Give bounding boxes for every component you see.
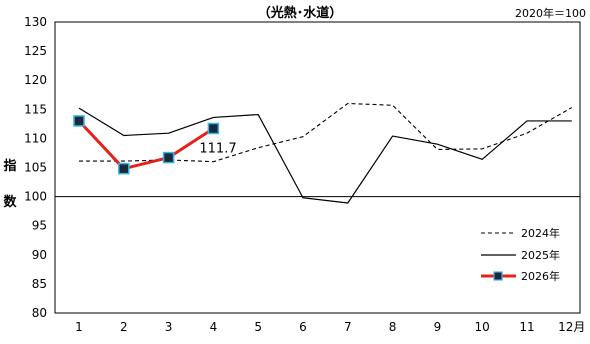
x-tick-label: 5 xyxy=(254,320,262,334)
y-tick-label: 125 xyxy=(24,44,47,58)
data-point-marker xyxy=(207,122,220,135)
x-tick-label: 12月 xyxy=(558,320,585,334)
x-tick-label: 7 xyxy=(344,320,352,334)
x-tick-label: 11 xyxy=(519,320,534,334)
y-axis-label: 指数 xyxy=(3,158,17,210)
x-tick-label: 2 xyxy=(120,320,128,334)
y-tick-label: 110 xyxy=(24,131,47,145)
x-tick-label: 1 xyxy=(75,320,83,334)
data-point-marker xyxy=(162,151,175,164)
y-tick-label: 90 xyxy=(32,248,47,262)
data-label: 111.7 xyxy=(199,142,236,157)
series-line-2024年 xyxy=(79,102,573,163)
x-tick-label: 6 xyxy=(299,320,307,334)
y-axis-label-char: 指 xyxy=(3,158,16,174)
legend-marker xyxy=(493,271,503,281)
x-tick-label: 10 xyxy=(475,320,490,334)
legend-label: 2025年 xyxy=(521,248,560,262)
data-point-marker xyxy=(118,162,130,175)
y-tick-label: 115 xyxy=(24,102,47,116)
y-axis-label-char: 数 xyxy=(3,194,17,210)
legend-label: 2024年 xyxy=(521,226,560,240)
legend: 2024年 2025年 2026年 xyxy=(481,226,560,283)
series-line-2025年 xyxy=(78,107,572,204)
base-year-note: 2020年＝100 xyxy=(515,6,586,20)
y-tick-label: 100 xyxy=(24,190,47,204)
y-tick-label: 130 xyxy=(24,15,47,29)
legend-label: 2026年 xyxy=(521,269,560,283)
y-tick-label: 120 xyxy=(24,73,47,87)
plot-area: 130 125 120 115 110 105 100 95 90 85 80 1 2 3 4 5 6 7 8 9 10… xyxy=(24,15,585,334)
y-tick-label: 80 xyxy=(32,306,47,320)
chart-title: （光熱･水道） xyxy=(258,5,343,21)
y-tick-label: 105 xyxy=(24,161,47,175)
series-line-2026年 xyxy=(77,119,215,171)
x-tick-label: 8 xyxy=(389,320,397,334)
data-point-marker xyxy=(73,115,85,127)
x-tick-label: 9 xyxy=(434,320,442,334)
y-tick-label: 85 xyxy=(32,277,47,291)
plot-frame xyxy=(54,21,581,314)
x-tick-label: 4 xyxy=(210,320,218,334)
x-tick-label: 3 xyxy=(165,320,173,334)
y-tick-label: 95 xyxy=(32,219,47,233)
